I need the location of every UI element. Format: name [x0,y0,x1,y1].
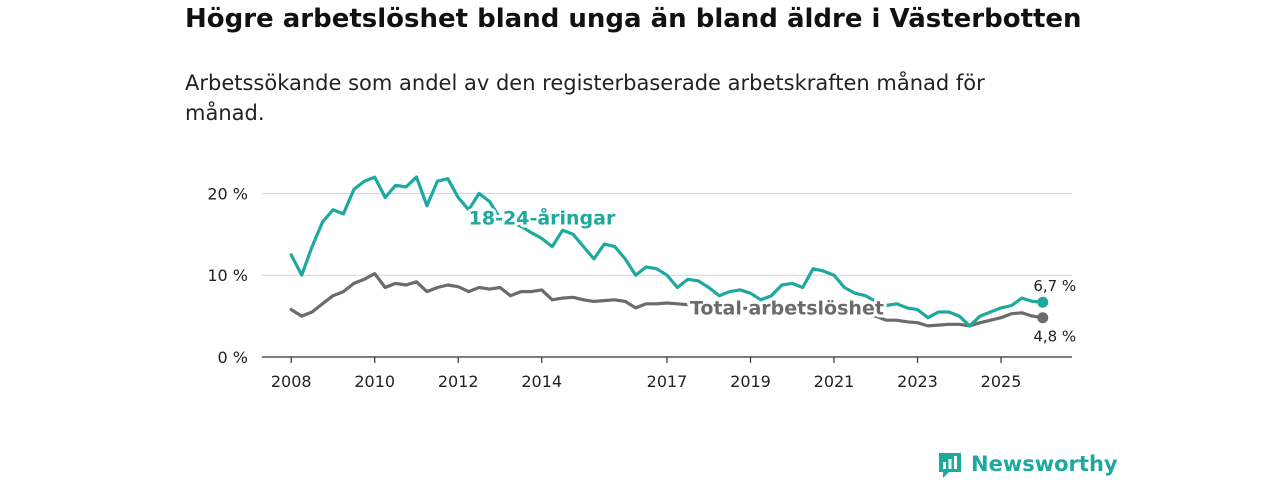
gridlines [262,192,1072,276]
series-lines [289,175,1049,328]
annotations: 4,8 % 6,7 % 18-24-åringar Total arbetslöshe… [466,203,1077,346]
x-tick-label: 2014 [521,372,562,391]
series-end-label-0: 6,7 % [1033,277,1076,295]
series-line-0 [289,175,1045,328]
newsworthy-logo[interactable]: Newsworthy [937,448,1118,480]
series-line-1 [289,272,1045,328]
x-tick-label: 2025 [981,372,1022,391]
series-label-1: Total arbetslöshet [690,297,884,319]
series-end-point-1 [1037,312,1049,324]
chart-subtitle: Arbetssökande som andel av den registerb… [185,71,985,125]
x-tick-label: 2008 [271,372,312,391]
newsworthy-logo-text: Newsworthy [971,452,1118,476]
series-end-label-1: 4,8 % [1033,328,1076,346]
series-end-point-0 [1037,296,1049,308]
y-tick-label: 10 % [207,266,248,285]
newsworthy-logo-icon [937,450,963,478]
series-label-0: 18-24-åringar [469,206,616,230]
y-tick-label: 0 % [218,348,248,367]
x-tick-label: 2017 [647,372,688,391]
x-tick-label: 2012 [438,372,479,391]
chart-title: Högre arbetslöshet bland unga än bland ä… [185,4,1082,34]
x-tick-label: 2021 [814,372,855,391]
x-tick-label: 2019 [730,372,771,391]
x-tick-label: 2023 [897,372,938,391]
axes: 0 % 10 % 20 % 2008 2010 2012 2014 2017 2019 2021 2… [207,184,1072,391]
x-tick-label: 2010 [354,372,395,391]
y-tick-label: 20 % [207,184,248,203]
